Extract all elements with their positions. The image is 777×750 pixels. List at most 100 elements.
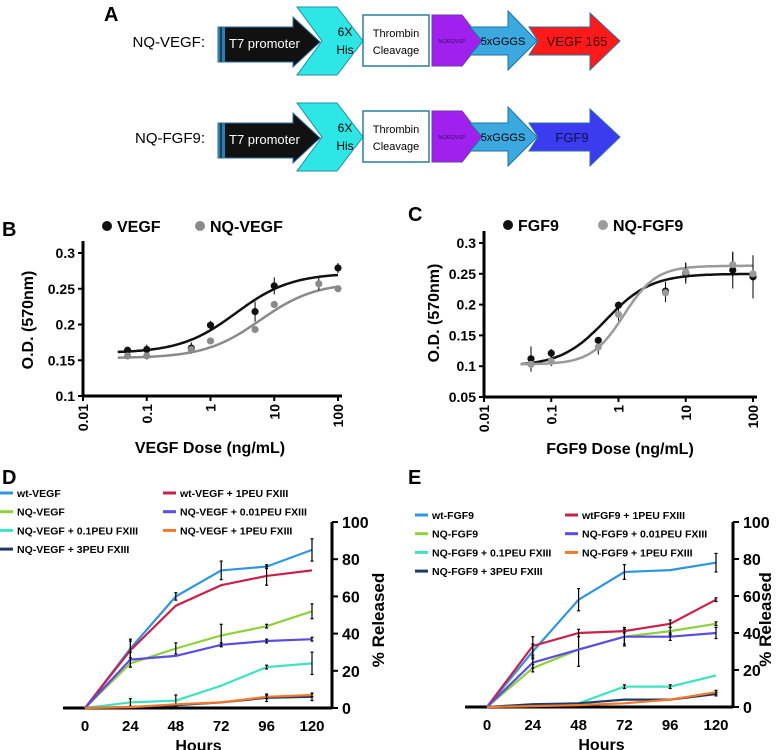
x-tick-label: 48 [167, 718, 184, 735]
x-tick-label: 48 [570, 717, 587, 734]
data-point-nq-vegf [206, 337, 215, 345]
linker-arrow [468, 9, 538, 72]
cleavage-text-1: Thrombin [373, 28, 419, 40]
y-tick-label: 40 [743, 626, 761, 643]
y-tick-label: 0.1 [56, 388, 76, 404]
legend-label: NQ-FGF9 + 0.1PEU FXIII [432, 547, 551, 559]
x-tick-label: 10 [266, 404, 282, 420]
fit-curve-vegf [117, 273, 339, 354]
panel-label-a: A [104, 4, 118, 26]
series-line-nq-fgf9-1peu-fxiii [486, 691, 717, 709]
x-tick-label: 72 [213, 718, 230, 735]
x-tick-label: 120 [703, 717, 728, 734]
data-point-nq-fgf9 [729, 260, 737, 269]
legend-marker [598, 220, 608, 230]
data-point-nq-vegf [251, 325, 259, 334]
x-axis-label: FGF9 Dose (ng/mL) [546, 441, 694, 458]
y-axis-label: % Released [756, 572, 775, 667]
fit-curve-fgf9 [520, 272, 753, 366]
y-tick-label: 0.2 [457, 297, 477, 313]
series-line-nq-vegf-0-01peu-fxiii [84, 638, 313, 709]
tag-text: NQEQVSP [438, 135, 466, 141]
data-point-vegf [334, 264, 342, 272]
protein-text: VEGF 165 [547, 34, 608, 49]
data-point-vegf [123, 346, 132, 354]
linker-text: 5xGGGS [481, 36, 526, 48]
panel-label-c: C [408, 204, 422, 226]
data-point-nq-fgf9 [547, 357, 555, 365]
x-tick-label: 1 [203, 404, 219, 412]
y-tick-label: 0.25 [449, 266, 476, 282]
legend-label: VEGF [117, 219, 161, 236]
legend-label: NQ-VEGF [17, 507, 65, 519]
legend-label: wt-VEGF [16, 488, 61, 500]
protein-arrow [528, 107, 621, 168]
y-tick-label: 40 [342, 627, 360, 644]
x-tick-label: 10 [678, 405, 694, 421]
data-point-vegf [251, 308, 259, 316]
series-line-wtfgf9-1peu-fxiii [486, 598, 717, 708]
x-tick-label: 0.01 [75, 404, 91, 431]
data-point-nq-fgf9 [682, 268, 690, 276]
construct-label: NQ-FGF9: [135, 130, 205, 147]
thrombin-box [362, 110, 430, 163]
cleavage-text-2: Cleavage [373, 45, 419, 57]
y-tick-label: 0.15 [48, 352, 75, 368]
legend-label: NQ-VEGF + 0.01PEU FXIII [180, 507, 307, 519]
x-tick-label: 120 [299, 718, 324, 735]
tag-text: NQEQVSP [438, 39, 466, 45]
his-text-1: 6X [338, 25, 353, 39]
y-axis-label: O.D. (570nm) [20, 271, 37, 370]
data-point-nq-fgf9 [614, 310, 623, 319]
x-tick-label: 100 [745, 405, 761, 429]
legend-label: NQ-VEGF [210, 219, 283, 236]
data-point-vegf [143, 345, 151, 354]
y-axis-label: % Released [369, 573, 388, 668]
his-text-1: 6X [338, 121, 353, 135]
data-point-vegf [270, 282, 278, 290]
his-tag-chevron [296, 102, 364, 172]
x-tick-label: 0 [81, 718, 89, 735]
legend-marker [195, 221, 205, 231]
x-tick-label: 0.1 [139, 404, 155, 424]
x-tick-label: 0.1 [543, 405, 559, 425]
chart-c-dose-response-fgf9: 0.05 0.1 0.15 0.2 0.25 0.3 0.01 0.1 1 10 100 FGF9 D… [426, 218, 761, 458]
y-tick-label: 0.3 [56, 245, 76, 261]
construct-nq-fgf9: NQ-FGF9: T7 promoter 6X His Thrombin Cle… [135, 102, 621, 172]
y-tick-label: 60 [342, 589, 360, 606]
construct-diagram: NQ-VEGF: T7 promoter 6X His Thrombin Cle… [132, 6, 621, 172]
series-line-nq-vegf [84, 610, 313, 709]
y-tick-label: 0.05 [449, 389, 476, 405]
linker-text: 5xGGGS [481, 132, 526, 144]
x-tick-label: 0.01 [476, 405, 492, 432]
data-point-nq-fgf9 [527, 360, 535, 368]
data-point-nq-vegf [315, 280, 323, 288]
x-axis-label: Hours [578, 737, 624, 750]
x-tick-label: 96 [662, 717, 679, 734]
fit-curve-nq-fgf9 [520, 264, 753, 366]
legend-label: NQ-FGF9 + 1PEU FXIII [582, 547, 693, 559]
promoter-text: T7 promoter [229, 132, 300, 147]
data-point-nq-fgf9 [749, 270, 757, 278]
his-tag-chevron [296, 6, 364, 76]
panel-label-e: E [408, 467, 421, 489]
fit-curve-nq-vegf [117, 285, 339, 359]
x-axis-label: VEGF Dose (ng/mL) [135, 440, 285, 457]
legend-label: NQ-FGF9 [432, 529, 478, 541]
y-tick-label: 20 [342, 664, 360, 681]
chart-d-vegf-release: 0 20 40 60 80 100 0 24 48 72 96 120 Hours % Released w… [0, 488, 388, 750]
series-line-nq-vegf-1peu-fxiii [84, 693, 313, 710]
x-tick-label: 24 [122, 718, 139, 735]
y-tick-label: 20 [743, 663, 761, 680]
data-point-nq-vegf [143, 352, 151, 360]
legend-label: NQ-VEGF + 3PEU FXIII [17, 544, 129, 556]
y-tick-label: 0.15 [449, 327, 476, 343]
data-point-nq-vegf [270, 300, 278, 309]
legend-label: wt-FGF9 [431, 510, 474, 522]
data-point-vegf [206, 321, 215, 329]
y-axis-label: O.D. (570nm) [426, 264, 443, 363]
y-tick-label: 60 [743, 589, 761, 606]
series-line-nq-vegf-0-1peu-fxiii [84, 662, 313, 710]
y-tick-label: 0 [342, 701, 351, 718]
series-line-wt-fgf9 [486, 561, 717, 708]
